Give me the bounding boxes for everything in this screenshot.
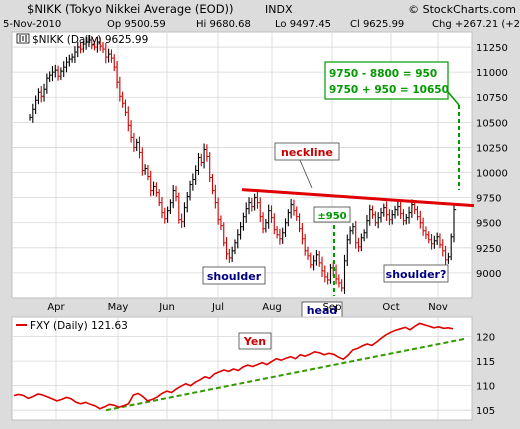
yen-y-tick-label: 120 — [476, 333, 495, 344]
x-tick-label: Sep — [323, 302, 342, 313]
header-brand: © StockCharts.com — [408, 3, 516, 16]
right-shoulder-box — [383, 264, 449, 283]
yen-y-axis: 105 110 115 120 — [476, 333, 495, 418]
neckline-label-pointer — [299, 159, 313, 189]
yen-gridlines — [12, 317, 472, 420]
projection-pointer — [447, 91, 460, 106]
neckline-label-box — [274, 142, 340, 161]
header-close: Cl 9625.99 — [350, 19, 404, 30]
neckline-label: neckline — [281, 146, 333, 159]
yen-panel: 105 110 115 120 FXY (Daily) 121.63 Yen — [11, 316, 495, 421]
main-y-tick-label: 10750 — [476, 93, 508, 104]
neckline-line — [241, 188, 475, 208]
x-axis: Apr May Jun Jul Aug Sep Oct Nov — [47, 302, 447, 313]
main-y-tick-label: 11250 — [476, 43, 508, 54]
yen-y-tick-label: 115 — [476, 357, 495, 368]
main-y-tick-label: 11000 — [476, 68, 508, 79]
x-tick-label: May — [108, 302, 129, 313]
left-shoulder-label: shoulder — [207, 270, 262, 283]
x-tick-label: Nov — [428, 302, 448, 313]
measure-label-box — [313, 206, 351, 223]
main-legend-label: $NIKK (Daily) 9625.99 — [32, 34, 148, 46]
legend-swatch — [16, 33, 30, 44]
projection-line-1: 9750 - 8800 = 950 — [329, 68, 437, 80]
projection-box — [324, 61, 449, 100]
yen-label-box — [238, 332, 272, 350]
main-y-axis: 9000 9250 9500 9750 10000 10250 10500 10750 1100… — [476, 43, 508, 280]
measure-label: ±950 — [317, 211, 346, 222]
yen-series-line — [13, 322, 454, 410]
right-shoulder-label: shoulder? — [386, 268, 447, 281]
main-y-tick-label: 10000 — [476, 169, 508, 180]
main-y-tick-label: 9750 — [476, 194, 501, 205]
main-y-tick-label: 9500 — [476, 219, 501, 230]
main-panel: 9000 9250 9500 9750 10000 10250 10500 10750 1100… — [11, 31, 508, 319]
header-title: $NIKK (Tokyo Nikkei Average (EOD)) — [27, 2, 234, 16]
main-price-bars — [29, 35, 457, 294]
yen-trendline — [105, 337, 467, 412]
header-high: Hi 9680.68 — [196, 19, 251, 30]
main-legend: $NIKK (Daily) 9625.99 — [16, 33, 148, 46]
header-change: Chg +267.21 (+2.86%) — [432, 19, 520, 30]
x-tick-label: Jul — [211, 302, 224, 313]
main-y-tick-label: 10500 — [476, 118, 508, 129]
legend-swatch-bars — [19, 35, 27, 42]
yen-legend-label: FXY (Daily) 121.63 — [30, 320, 128, 332]
main-y-tick-label: 10250 — [476, 143, 508, 154]
main-y-tick-label: 9000 — [476, 269, 501, 280]
x-tick-label: Jun — [158, 302, 175, 313]
left-shoulder-box — [202, 266, 266, 285]
header-open: Op 9500.59 — [107, 19, 166, 30]
main-y-tick-label: 9250 — [476, 244, 501, 255]
head-label: head — [307, 304, 338, 317]
header-low: Lo 9497.45 — [275, 19, 331, 30]
x-tick-label: Oct — [382, 302, 399, 313]
x-tick-label: Aug — [262, 302, 282, 313]
yen-label: Yen — [243, 335, 266, 348]
header-exchange: INDX — [265, 3, 293, 16]
yen-y-tick-label: 110 — [476, 382, 495, 393]
yen-y-tick-label: 105 — [476, 406, 495, 417]
yen-legend: FXY (Daily) 121.63 — [16, 320, 128, 332]
header-date: 5-Nov-2010 — [3, 19, 61, 30]
x-tick-label: Apr — [47, 302, 65, 313]
projection-line-2: 9750 + 950 = 10650 — [329, 84, 449, 96]
